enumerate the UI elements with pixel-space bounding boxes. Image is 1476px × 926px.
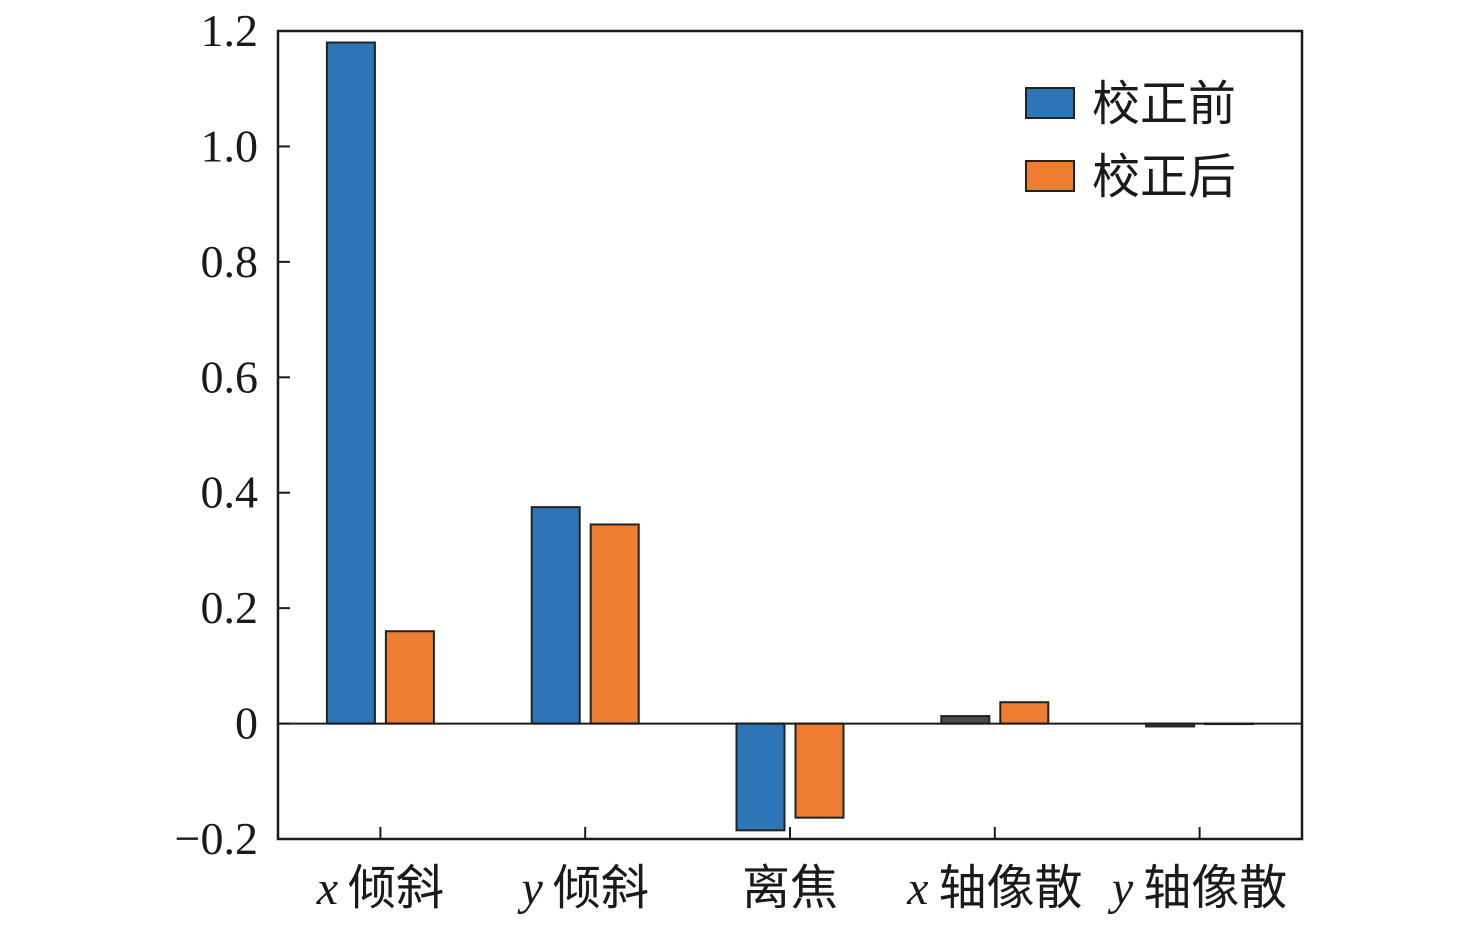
y-tick-label: 0.8 [201,236,259,287]
legend-label-1: 校正后 [1092,151,1236,204]
category-text: 轴像散 [938,862,1082,915]
category-text: 离焦 [742,862,838,915]
category-variable: y [517,862,544,915]
category-variable: y [1107,862,1134,915]
bar-after-0 [384,630,435,725]
category-text: 轴像散 [1143,862,1287,915]
bar-after-2 [794,722,845,819]
x-axis: x 倾斜 y 倾斜 离焦 x 轴像散 y 轴像散 [316,827,1287,915]
x-tick-label: y 轴像散 [1107,862,1287,915]
y-tick-label: 1.2 [201,5,259,56]
x-tick-label: y 倾斜 [517,862,649,915]
legend-swatch-1 [1025,160,1075,192]
y-tick-label: 0.2 [201,582,259,633]
category-text: 倾斜 [348,862,444,915]
bar-before-2 [735,722,786,832]
y-tick-label: 0 [235,698,258,749]
bar-after-1 [589,523,640,725]
category-variable: x [316,862,338,915]
bar-before-3 [940,715,991,725]
bar-before-1 [530,506,581,725]
y-tick-label: −0.2 [175,813,258,864]
y-tick-label: 1.0 [201,120,259,171]
legend-label-0: 校正前 [1092,78,1236,131]
x-tick-label: 离焦 [742,862,838,915]
category-text: 倾斜 [553,862,649,915]
bar-after-3 [999,701,1050,725]
y-tick-label: 0.4 [201,467,259,518]
category-variable: x [906,862,928,915]
y-tick-label: 0.6 [201,351,259,402]
bars-layer [325,41,1255,832]
x-tick-label: x 倾斜 [316,862,444,915]
x-tick-label: x 轴像散 [906,862,1082,915]
bar-before-0 [325,41,376,725]
legend-swatch-0 [1025,87,1075,119]
y-axis: −0.2 0 0.2 0.4 0.6 0.8 1.0 1.2 [175,5,290,864]
